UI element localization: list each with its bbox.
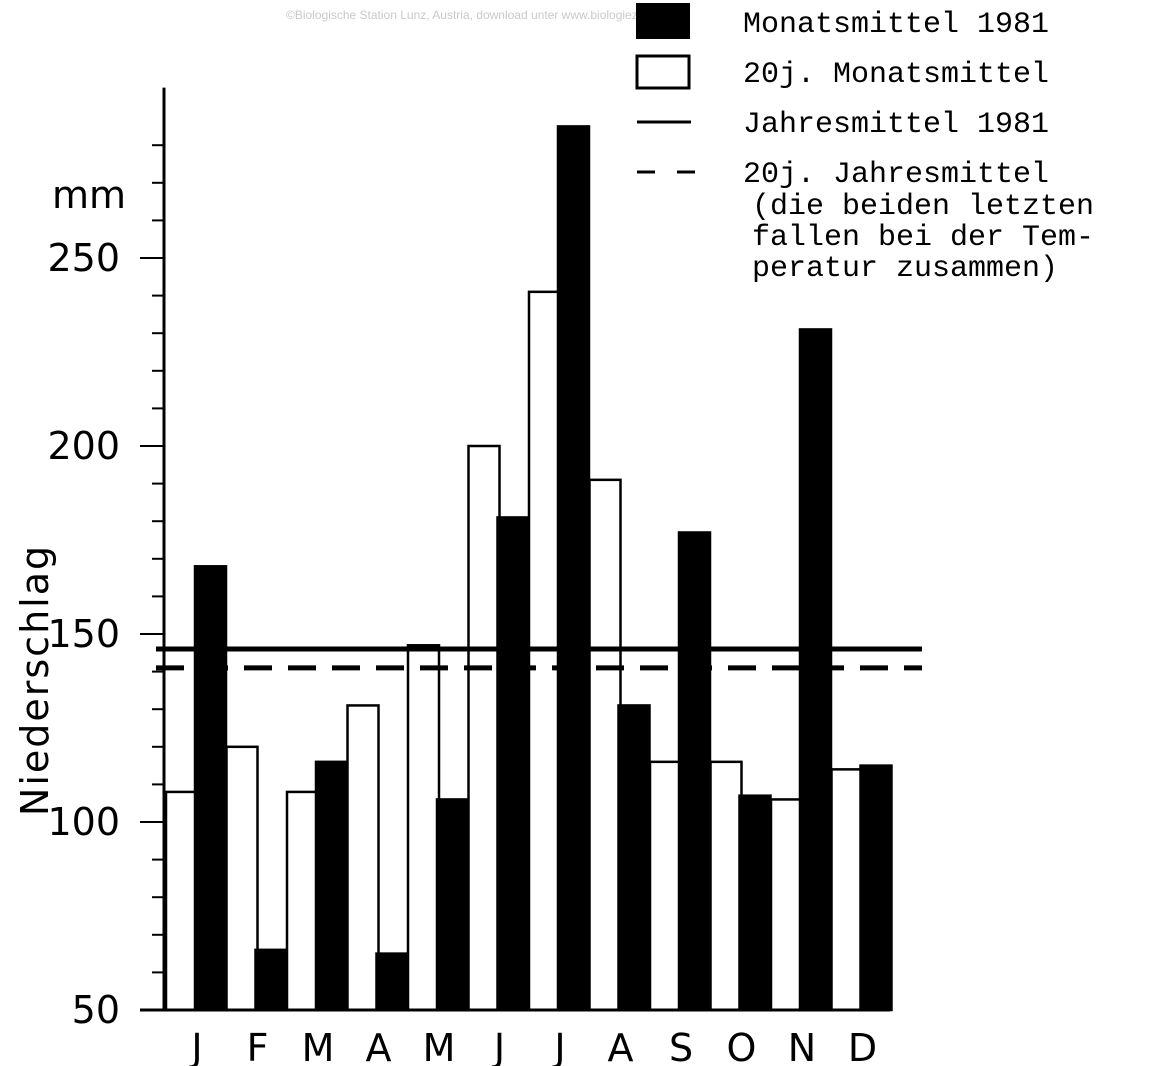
legend-label: Jahresmittel 1981 [743, 108, 1049, 142]
legend-note-line: (die beiden letzten [752, 190, 1094, 224]
x-tick-label: J [189, 1026, 202, 1066]
x-tick-label: S [669, 1026, 693, 1066]
legend: Monatsmittel 1981 20j. Monatsmittel Jahres… [635, 3, 1094, 286]
bar-20j-monatsmittel [648, 760, 683, 1012]
x-tick-label: M [302, 1026, 335, 1066]
y-tick-label: 250 [47, 236, 120, 280]
x-tick-label: N [788, 1026, 816, 1066]
legend-label: 20j. Monatsmittel [743, 58, 1049, 92]
bar-monatsmittel-1981 [496, 516, 530, 1012]
bar-20j-monatsmittel [769, 798, 804, 1012]
bars-group [164, 125, 893, 1012]
watermark-text: ©Biologische Station Lunz, Austria, down… [286, 8, 689, 22]
legend-symbol-open-box [635, 54, 691, 90]
x-tick-label: M [423, 1026, 456, 1066]
legend-note-line: peratur zusammen) [752, 252, 1058, 286]
x-tick-label: F [247, 1026, 269, 1066]
legend-symbol-filled-box [636, 3, 690, 39]
bar-monatsmittel-1981 [556, 125, 591, 1012]
y-axis-title: Niederschlag [13, 544, 57, 816]
bar-20j-monatsmittel [830, 768, 864, 1012]
x-tick-label: J [492, 1026, 505, 1066]
bar-monatsmittel-1981 [677, 531, 712, 1012]
y-tick-label: 200 [47, 424, 120, 468]
bar-monatsmittel-1981 [617, 704, 651, 1012]
bar-20j-monatsmittel [709, 760, 743, 1012]
bar-20j-monatsmittel [406, 644, 441, 1012]
bar-20j-monatsmittel [467, 444, 501, 1012]
legend-label: Monatsmittel 1981 [743, 8, 1049, 42]
x-tick-label: A [608, 1026, 634, 1066]
bar-20j-monatsmittel [346, 704, 380, 1012]
y-tick-label: 150 [47, 612, 120, 656]
legend-note-line: fallen bei der Tem- [752, 221, 1094, 255]
x-tick-label: O [727, 1026, 757, 1066]
y-tick-label: 100 [47, 800, 120, 844]
legend-label: 20j. Jahresmittel [743, 158, 1049, 192]
y-tick-label: 50 [72, 988, 120, 1032]
bar-20j-monatsmittel [588, 478, 622, 1012]
bar-monatsmittel-1981 [435, 798, 470, 1012]
bar-20j-monatsmittel [225, 745, 259, 1012]
bar-monatsmittel-1981 [859, 764, 893, 1012]
bar-monatsmittel-1981 [738, 794, 772, 1012]
bar-monatsmittel-1981 [375, 952, 409, 1012]
y-unit-label: mm [52, 173, 126, 217]
bar-20j-monatsmittel [164, 790, 199, 1012]
bar-monatsmittel-1981 [254, 948, 288, 1012]
reference-lines-group [156, 646, 922, 671]
x-tick-label: D [848, 1026, 877, 1066]
x-tick-label: A [366, 1026, 392, 1066]
bar-20j-monatsmittel [285, 790, 320, 1012]
x-tick-label: J [552, 1026, 565, 1066]
bar-monatsmittel-1981 [314, 760, 349, 1012]
bar-monatsmittel-1981 [193, 565, 228, 1012]
